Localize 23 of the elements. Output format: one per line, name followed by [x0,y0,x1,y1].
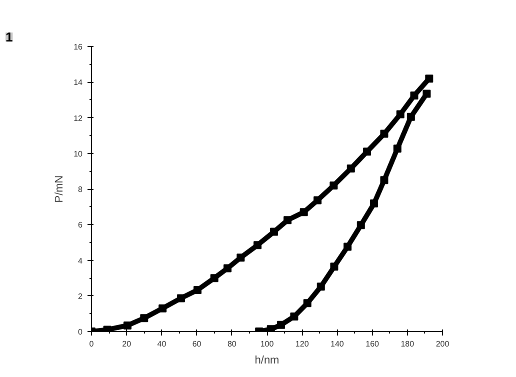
x-tick-label: 0 [89,340,94,348]
x-axis-title: h/nm [254,354,280,366]
y-tick-label: 8 [78,185,84,194]
x-tick-label: 20 [122,340,132,348]
y-axis-title: P/mN [54,175,66,203]
x-tick-label: 40 [157,340,167,348]
x-tick-label: 200 [436,340,450,348]
x-tick-label: 140 [330,340,344,348]
y-tick-label: 2 [78,292,84,301]
y-tick-label: 0 [78,328,84,336]
x-tick-label: 60 [192,340,202,348]
y-tick-label: 12 [74,114,84,123]
x-tick-label: 120 [295,340,310,348]
x-tick-label: 80 [227,340,237,348]
text: 1 [6,30,13,44]
y-tick-label: 14 [74,78,84,88]
y-tick-label: 10 [74,149,84,158]
x-tick-label: 180 [400,340,415,348]
y-tick-label: 16 [74,42,84,52]
y-tick-label: 6 [78,220,84,230]
x-tick-label: 100 [260,340,274,348]
x-tick-label: 160 [366,340,380,348]
y-tick-label: 4 [78,256,84,266]
